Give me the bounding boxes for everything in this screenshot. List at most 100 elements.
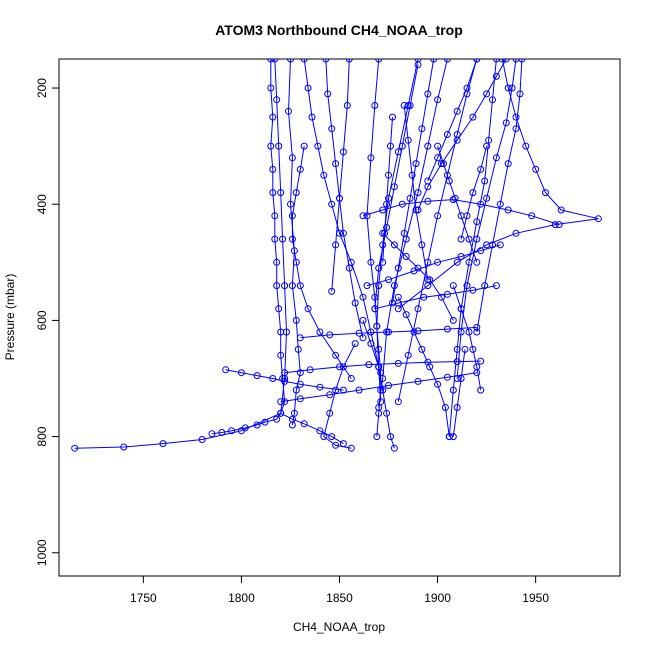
data-series-23	[296, 323, 481, 342]
data-series-3	[285, 59, 304, 429]
x-tick-label: 1750	[130, 591, 157, 605]
data-point	[508, 84, 516, 92]
data-point	[496, 200, 504, 208]
data-point	[473, 363, 481, 371]
y-tick-label: 200	[35, 78, 49, 98]
data-point	[367, 340, 375, 348]
data-point	[451, 194, 459, 202]
data-point	[434, 96, 442, 104]
data-point	[477, 165, 485, 173]
series-line	[211, 59, 286, 435]
data-series-34	[434, 142, 481, 266]
data-point	[461, 345, 469, 353]
data-point	[365, 361, 373, 369]
data-point	[555, 221, 563, 229]
data-point	[434, 154, 442, 162]
series-line	[331, 59, 350, 292]
data-point	[404, 351, 412, 359]
data-point	[208, 430, 216, 438]
data-point	[328, 433, 336, 441]
data-point	[414, 206, 422, 214]
data-series-19	[288, 142, 355, 382]
series-line	[287, 59, 301, 426]
series-line	[437, 145, 478, 263]
data-point	[379, 375, 387, 382]
data-point	[469, 345, 477, 353]
data-point	[390, 183, 398, 191]
data-point	[385, 328, 392, 336]
data-point	[320, 433, 328, 441]
data-point	[492, 59, 500, 63]
data-point	[273, 415, 281, 423]
data-point	[267, 59, 275, 63]
data-series-13	[414, 59, 510, 214]
data-series-27	[449, 345, 469, 441]
data-point	[314, 142, 322, 150]
series-line	[303, 59, 380, 368]
data-point	[359, 316, 367, 324]
data-point	[324, 90, 332, 98]
data-series-36	[379, 113, 396, 266]
data-point	[288, 235, 296, 243]
data-series-28	[359, 196, 563, 229]
data-point	[412, 206, 420, 214]
data-point	[438, 293, 445, 301]
data-point	[379, 206, 387, 214]
data-point	[402, 311, 410, 319]
data-point	[316, 427, 324, 435]
data-point	[120, 443, 128, 451]
series-line	[452, 349, 466, 437]
data-point	[373, 433, 381, 441]
series-line	[280, 412, 344, 445]
data-point	[222, 366, 230, 374]
data-point	[434, 258, 442, 266]
data-point	[339, 440, 347, 448]
data-point	[273, 282, 281, 290]
data-point	[457, 375, 465, 382]
x-tick-label: 1800	[228, 591, 255, 605]
data-point	[465, 235, 473, 243]
data-point	[273, 258, 281, 266]
data-point	[292, 258, 300, 266]
series-line	[325, 59, 364, 338]
data-point	[390, 241, 398, 249]
data-point	[277, 409, 285, 417]
data-point	[296, 380, 304, 388]
data-series-29	[363, 241, 504, 290]
data-series-25	[394, 293, 453, 441]
series-line	[382, 117, 393, 263]
data-point	[237, 369, 245, 377]
data-point	[228, 427, 236, 435]
series-line	[374, 285, 497, 310]
data-point	[424, 197, 432, 205]
data-point	[339, 148, 347, 156]
data-series-22	[281, 357, 485, 377]
data-point	[420, 293, 428, 301]
data-point	[332, 160, 340, 168]
data-point	[375, 264, 383, 272]
data-series-14	[371, 61, 422, 313]
data-point	[457, 235, 465, 243]
data-point	[400, 229, 408, 237]
data-point	[347, 444, 355, 452]
data-point	[267, 142, 275, 150]
data-point	[283, 328, 290, 336]
data-point	[453, 258, 461, 266]
data-point	[281, 369, 289, 377]
data-series-2	[71, 59, 290, 452]
data-point	[275, 142, 283, 150]
data-point	[304, 84, 312, 92]
data-point	[373, 322, 381, 330]
x-tick-label: 1850	[326, 591, 353, 605]
series-line	[476, 59, 523, 333]
x-tick-label: 1950	[522, 591, 549, 605]
series-line	[448, 59, 497, 437]
data-point	[443, 373, 451, 381]
data-series-31	[320, 340, 359, 452]
data-point	[359, 293, 367, 301]
data-point	[326, 409, 334, 417]
data-point	[355, 329, 363, 337]
data-point	[159, 440, 167, 448]
data-point	[288, 282, 296, 290]
